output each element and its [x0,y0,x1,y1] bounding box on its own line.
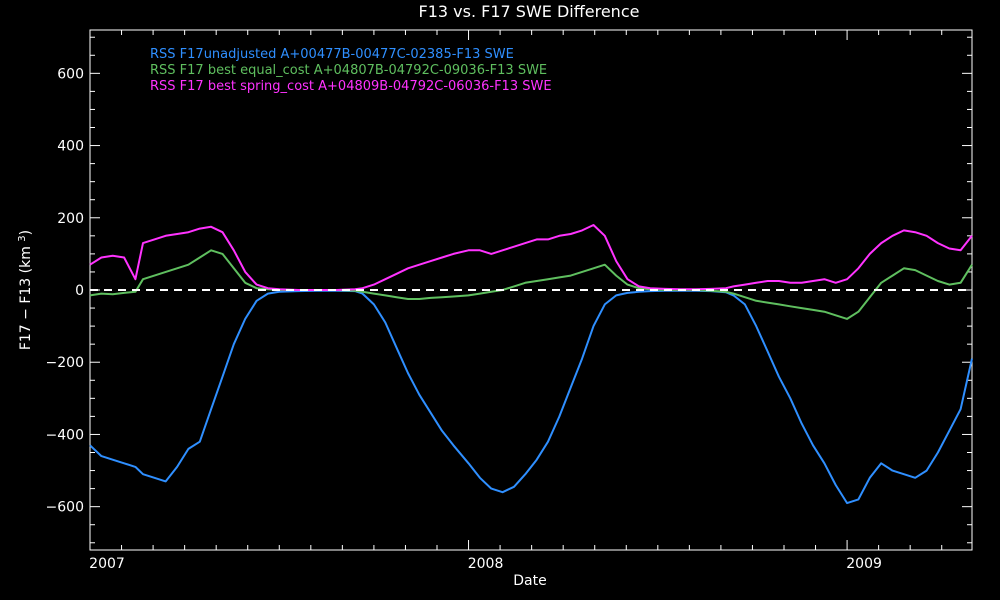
x-axis-label: Date [513,573,546,589]
legend-entry-1: RSS F17unadjusted A+00477B-00477C-02385-… [150,47,514,62]
series-line-3 [89,224,973,291]
legend: RSS F17unadjusted A+00477B-00477C-02385-… [150,47,552,94]
legend-entry-2: RSS F17 best equal_cost A+04807B-04792C-… [150,63,547,78]
series-line-1 [89,289,973,505]
y-tick-label: −400 [46,427,84,443]
series-layer [89,224,973,505]
x-tick-label: 2008 [468,556,504,572]
legend-entry-3: RSS F17 best spring_cost A+04809B-04792C… [150,79,552,94]
y-tick-label: −200 [46,355,84,371]
y-axis: −600 −400 −200 0 200 400 600 [46,36,972,544]
y-tick-label: 600 [57,66,84,82]
y-axis-label: F17 − F13 (km 3) [17,230,35,350]
chart-title: F13 vs. F17 SWE Difference [419,2,640,21]
y-tick-label: 200 [57,211,84,227]
y-tick-label: 400 [57,139,84,155]
x-tick-label: 2007 [89,556,125,572]
y-tick-label: 0 [75,283,84,299]
x-axis: 2007 2008 2009 [89,30,943,572]
y-tick-label: −600 [46,500,84,516]
series-line-2 [89,249,973,320]
x-tick-label: 2009 [846,556,882,572]
